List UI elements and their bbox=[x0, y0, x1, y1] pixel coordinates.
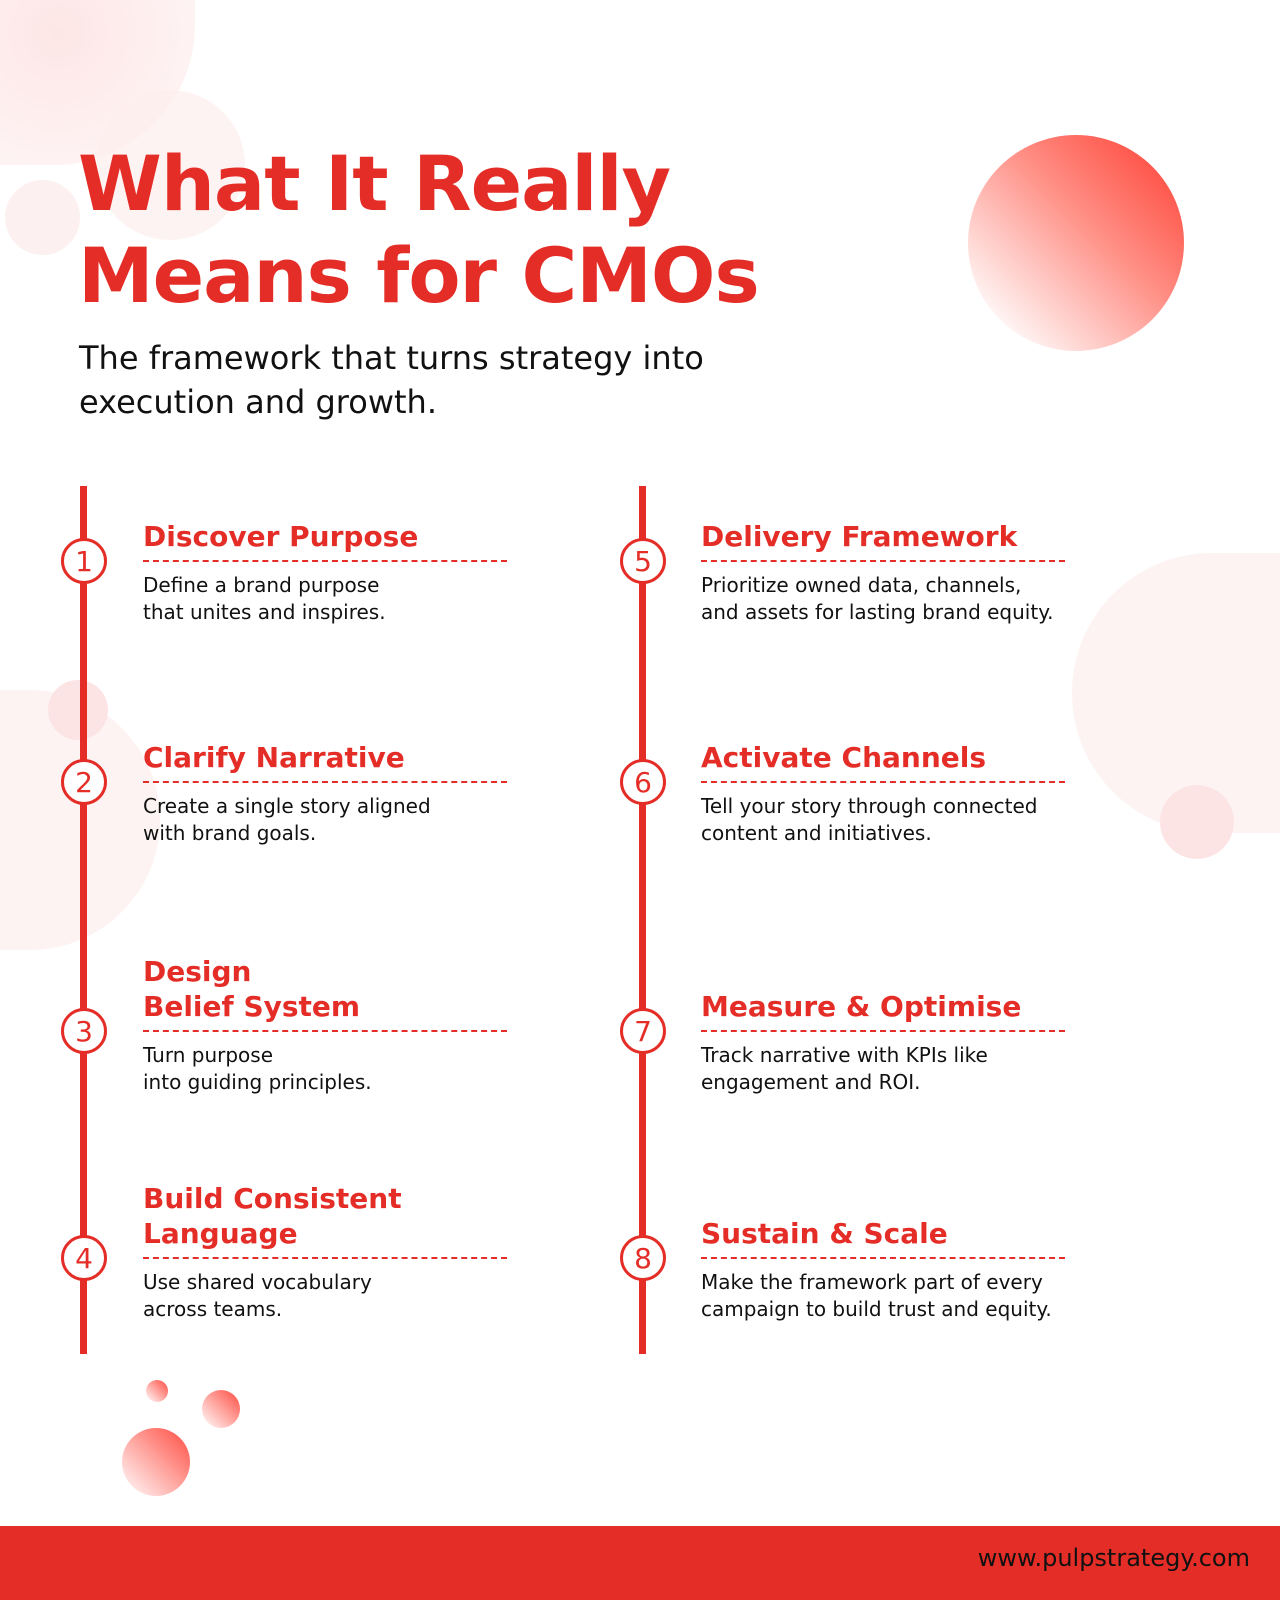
subtitle-line: execution and growth. bbox=[79, 383, 437, 421]
step-desc: into guiding principles. bbox=[143, 1070, 372, 1094]
page-subtitle: The framework that turns strategy into ex… bbox=[79, 336, 704, 424]
decor-bubble bbox=[5, 180, 80, 255]
step-desc: across teams. bbox=[143, 1297, 283, 1321]
step-desc: and assets for lasting brand equity. bbox=[701, 600, 1054, 624]
step-number-badge: 3 bbox=[61, 1008, 107, 1054]
step-item: Discover Purpose Define a brand purpose th… bbox=[143, 519, 583, 626]
title-line: Means for CMOs bbox=[78, 231, 760, 320]
subtitle-line: The framework that turns strategy into bbox=[79, 339, 704, 377]
step-title: Measure & Optimise bbox=[701, 990, 1022, 1023]
decor-bubble bbox=[1072, 553, 1280, 833]
step-item: Design Belief System Turn purpose into gui… bbox=[143, 954, 583, 1096]
step-desc: Create a single story aligned bbox=[143, 794, 431, 818]
decor-bubble bbox=[968, 135, 1184, 351]
step-item: Sustain & Scale Make the framework part o… bbox=[701, 1216, 1141, 1323]
dashed-divider bbox=[143, 1257, 507, 1259]
step-desc: campaign to build trust and equity. bbox=[701, 1297, 1052, 1321]
step-number-badge: 6 bbox=[620, 759, 666, 805]
title-line: What It Really bbox=[78, 139, 671, 228]
step-number-badge: 1 bbox=[61, 538, 107, 584]
step-title: Sustain & Scale bbox=[701, 1217, 948, 1250]
step-title: Delivery Framework bbox=[701, 520, 1018, 553]
step-title: Activate Channels bbox=[701, 741, 987, 774]
dashed-divider bbox=[701, 1257, 1065, 1259]
step-desc: with brand goals. bbox=[143, 821, 317, 845]
dashed-divider bbox=[701, 560, 1065, 562]
dashed-divider bbox=[143, 781, 507, 783]
step-item: Clarify Narrative Create a single story a… bbox=[143, 740, 583, 847]
timeline-left bbox=[80, 486, 87, 1354]
decor-bubble bbox=[122, 1428, 190, 1496]
website-link[interactable]: www.pulpstrategy.com bbox=[977, 1544, 1250, 1572]
dashed-divider bbox=[701, 781, 1065, 783]
footer-bar: www.pulpstrategy.com bbox=[0, 1526, 1280, 1600]
page-title: What It Really Means for CMOs bbox=[78, 138, 760, 322]
timeline-right bbox=[639, 486, 646, 1354]
step-item: Activate Channels Tell your story through… bbox=[701, 740, 1141, 847]
dashed-divider bbox=[143, 1030, 507, 1032]
decor-bubble bbox=[48, 680, 108, 740]
decor-bubble bbox=[146, 1380, 168, 1402]
step-desc: Track narrative with KPIs like bbox=[701, 1043, 988, 1067]
step-item: Measure & Optimise Track narrative with K… bbox=[701, 989, 1141, 1096]
step-desc: Use shared vocabulary bbox=[143, 1270, 372, 1294]
step-number-badge: 4 bbox=[61, 1235, 107, 1281]
decor-bubble bbox=[202, 1390, 240, 1428]
step-item: Build Consistent Language Use shared voca… bbox=[143, 1181, 583, 1323]
step-title: Clarify Narrative bbox=[143, 741, 405, 774]
step-title: Discover Purpose bbox=[143, 520, 419, 553]
step-desc: Define a brand purpose bbox=[143, 573, 380, 597]
step-title: Design Belief System bbox=[143, 955, 361, 1023]
step-desc: that unites and inspires. bbox=[143, 600, 386, 624]
step-desc: Turn purpose bbox=[143, 1043, 274, 1067]
decor-bubble bbox=[95, 90, 245, 240]
step-desc: Make the framework part of every bbox=[701, 1270, 1043, 1294]
step-title: Build Consistent Language bbox=[143, 1182, 402, 1250]
step-number-badge: 2 bbox=[61, 759, 107, 805]
step-item: Delivery Framework Prioritize owned data,… bbox=[701, 519, 1141, 626]
step-desc: Tell your story through connected bbox=[701, 794, 1038, 818]
step-desc: Prioritize owned data, channels, bbox=[701, 573, 1022, 597]
step-desc: content and initiatives. bbox=[701, 821, 932, 845]
step-number-badge: 8 bbox=[620, 1235, 666, 1281]
dashed-divider bbox=[143, 560, 507, 562]
step-desc: engagement and ROI. bbox=[701, 1070, 921, 1094]
dashed-divider bbox=[701, 1030, 1065, 1032]
decor-bubble bbox=[1160, 785, 1234, 859]
step-number-badge: 5 bbox=[620, 538, 666, 584]
step-number-badge: 7 bbox=[620, 1008, 666, 1054]
